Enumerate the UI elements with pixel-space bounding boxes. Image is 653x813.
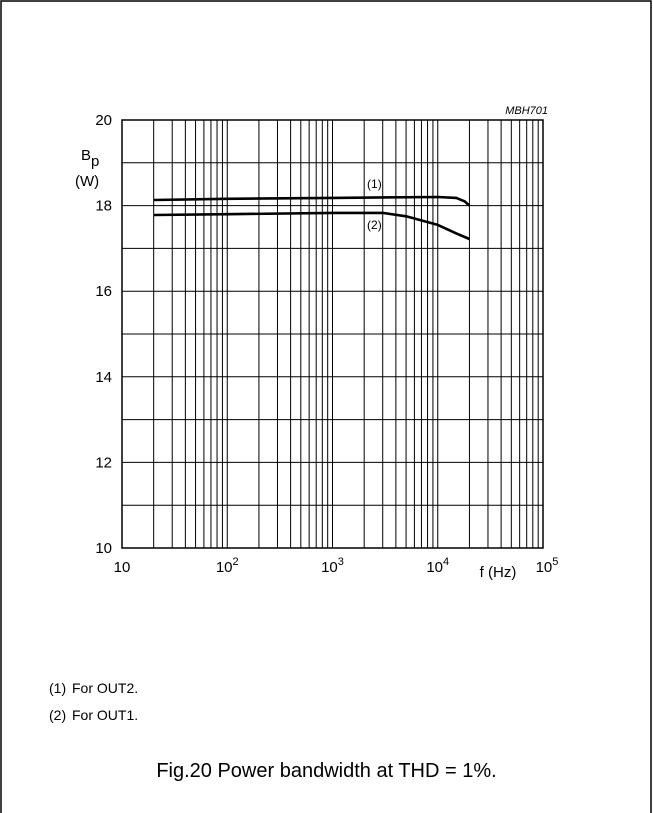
x-tick-label: 102 <box>216 556 239 576</box>
y-tick-label: 12 <box>95 454 112 471</box>
series-line-1 <box>153 195 471 207</box>
note-2: (2) For OUT1. <box>49 707 138 723</box>
figure-caption: Fig.20 Power bandwidth at THD = 1%. <box>156 760 497 782</box>
chart-series <box>153 195 471 241</box>
power-bandwidth-chart: (1) (2) 10 12 14 16 18 20 Bp (W) 10 102 103 104 105 f (… <box>75 112 558 581</box>
chart-labels: (1) (2) 10 12 14 16 18 20 Bp (W) 10 102 103 104 105 f (… <box>75 112 558 581</box>
x-tick-label: 104 <box>426 556 449 576</box>
y-axis-label: Bp <box>81 147 99 170</box>
y-tick-label: 14 <box>95 369 112 386</box>
note-2-text: For OUT1. <box>72 707 139 723</box>
note-1-number: (1) <box>49 680 67 696</box>
x-tick-label: 103 <box>321 556 344 576</box>
figure-code: MBH701 <box>505 105 548 117</box>
y-tick-label: 18 <box>95 198 112 215</box>
series-line-2 <box>153 211 470 241</box>
y-tick-label: 10 <box>95 540 112 557</box>
plot-border <box>121 119 544 549</box>
series-label-2: (2) <box>367 218 382 232</box>
y-tick-label: 20 <box>95 112 112 129</box>
note-1: (1) For OUT2. <box>49 680 138 696</box>
x-tick-label: 105 <box>536 556 559 576</box>
chart-grid <box>121 119 544 549</box>
note-2-number: (2) <box>49 707 67 723</box>
x-tick-label: 10 <box>114 559 131 576</box>
y-tick-label: 16 <box>95 283 112 300</box>
y-axis-unit: (W) <box>75 173 99 190</box>
x-axis-label: f (Hz) <box>480 564 517 581</box>
note-1-text: For OUT2. <box>72 680 139 696</box>
series-label-1: (1) <box>367 177 382 191</box>
